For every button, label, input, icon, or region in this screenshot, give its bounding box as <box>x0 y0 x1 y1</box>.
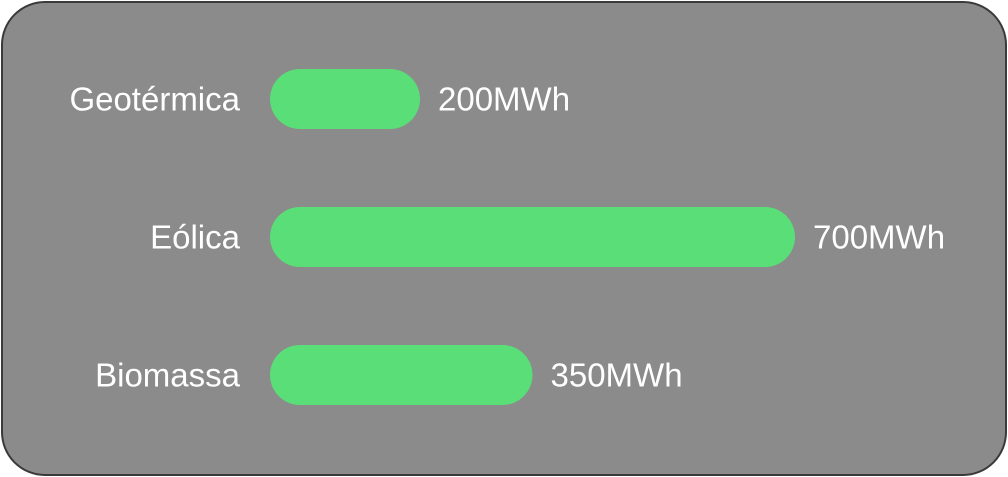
value-label: 700MWh <box>813 219 945 256</box>
value-label: 200MWh <box>438 81 570 118</box>
value-label: 350MWh <box>551 357 683 394</box>
category-label: Biomassa <box>95 357 241 394</box>
bar-1 <box>270 207 795 267</box>
bar-2 <box>270 345 533 405</box>
category-label: Geotérmica <box>69 81 240 118</box>
category-label: Eólica <box>150 219 241 256</box>
bar-0 <box>270 69 420 129</box>
